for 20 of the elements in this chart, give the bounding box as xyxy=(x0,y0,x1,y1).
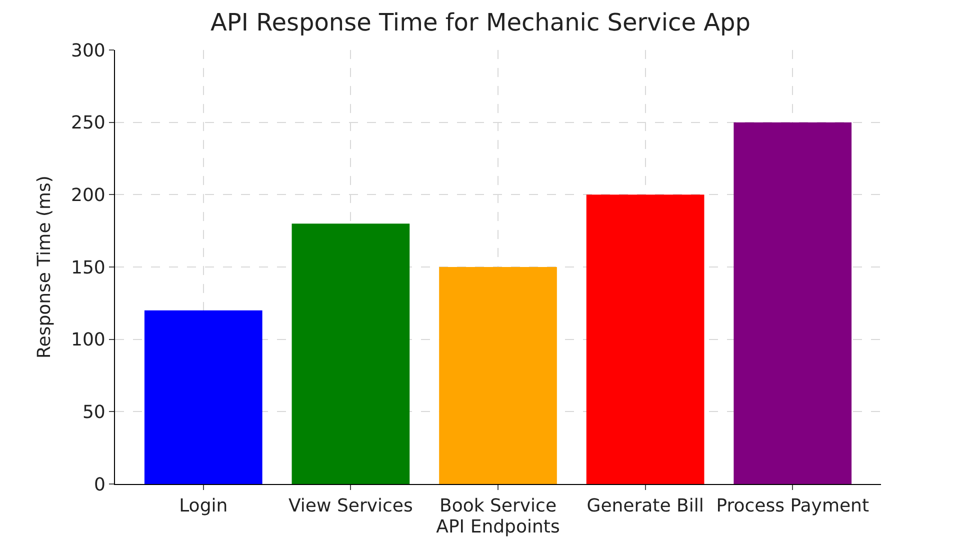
bar xyxy=(144,310,262,484)
y-tick-label: 150 xyxy=(71,257,106,278)
bar xyxy=(292,224,410,484)
chart-title: API Response Time for Mechanic Service App xyxy=(210,8,750,36)
y-tick-label: 200 xyxy=(71,184,106,206)
bar xyxy=(439,267,557,484)
bar xyxy=(586,194,704,484)
y-tick-label: 300 xyxy=(71,40,106,62)
y-tick-label: 50 xyxy=(82,402,106,423)
y-tick-label: 0 xyxy=(94,474,106,496)
x-tick-label: View Services xyxy=(288,496,413,517)
bar xyxy=(734,122,852,484)
y-axis-title: Response Time (ms) xyxy=(34,176,56,358)
y-tick-label: 100 xyxy=(71,330,106,351)
x-axis-title: API Endpoints xyxy=(436,516,560,538)
x-tick-label: Book Service xyxy=(439,496,557,517)
x-tick-label: Login xyxy=(179,496,228,517)
y-tick-label: 250 xyxy=(71,112,106,134)
x-tick-label: Process Payment xyxy=(716,496,870,517)
x-tick-label: Generate Bill xyxy=(586,496,704,517)
